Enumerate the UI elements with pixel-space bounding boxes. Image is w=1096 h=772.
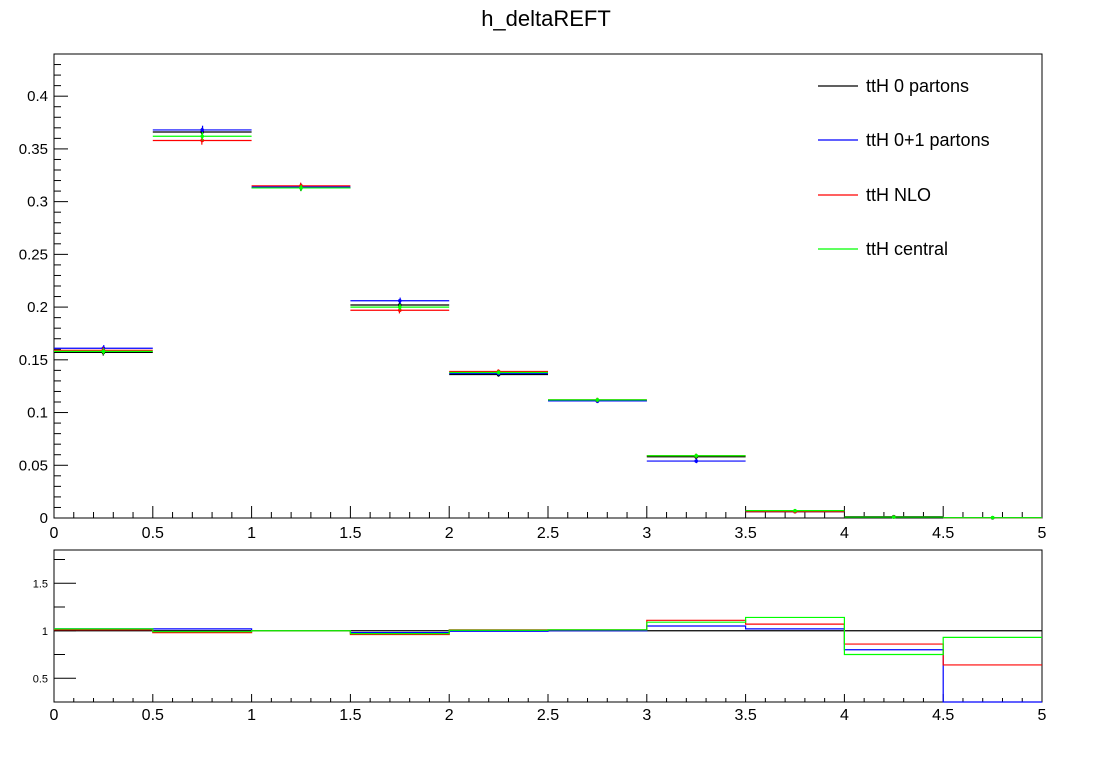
y-tick-label: 0	[40, 510, 48, 527]
data-point	[694, 453, 698, 458]
x-tick-label: 1	[247, 525, 256, 542]
data-point	[398, 308, 402, 313]
x-tick-label: 5	[1038, 707, 1047, 724]
legend-label: ttH 0 partons	[866, 76, 969, 96]
data-point	[694, 459, 698, 463]
data-point	[398, 305, 402, 309]
legend-label: ttH NLO	[866, 185, 931, 205]
x-tick-label: 3.5	[734, 525, 756, 542]
x-tick-label: 3	[642, 525, 651, 542]
x-tick-label: 2.5	[537, 525, 559, 542]
y-tick-label: 0.15	[19, 352, 48, 369]
x-tick-label: 0.5	[142, 707, 164, 724]
y-tick-label: 0.2	[27, 299, 48, 316]
ratio-plot-frame	[53, 549, 1043, 703]
data-point	[200, 128, 204, 132]
data-point	[990, 515, 995, 520]
y-tick-label: 0.05	[19, 457, 48, 474]
x-tick-label: 0.5	[142, 525, 164, 542]
x-tick-label: 1.5	[339, 525, 361, 542]
x-tick-label: 2	[445, 707, 454, 724]
data-point	[595, 398, 600, 402]
data-point	[892, 515, 896, 519]
x-tick-label: 2	[445, 525, 454, 542]
ratio-line-tth-nlo	[54, 619, 1042, 666]
x-tick-label: 4	[840, 707, 849, 724]
data-point	[398, 298, 402, 303]
main-plot-series	[54, 125, 1042, 520]
x-tick-label: 2.5	[537, 707, 559, 724]
legend-label: ttH central	[866, 239, 948, 259]
y-tick-label: 0.3	[27, 194, 48, 211]
x-tick-label: 1	[247, 707, 256, 724]
ratio-plot-series	[54, 616, 1042, 703]
x-tick-label: 1.5	[339, 707, 361, 724]
main-plot-border	[53, 53, 1043, 519]
y-tick-label: 0.5	[33, 673, 48, 685]
x-tick-label: 3.5	[734, 707, 756, 724]
y-tick-label: 0.35	[19, 141, 48, 158]
x-tick-label: 4.5	[932, 707, 954, 724]
x-tick-label: 0	[50, 707, 59, 724]
y-tick-label: 0.1	[27, 405, 48, 422]
x-tick-label: 3	[642, 707, 651, 724]
y-tick-label: 0.25	[19, 246, 48, 263]
main-plot-axes: 0 0.5 1 1.5 2 2.5 3 3.5 4 4.5 5 0 0.05 0.1 0.15 0.2 0.25…	[19, 53, 1047, 542]
data-point	[101, 349, 106, 354]
chart-title: h_deltaREFT	[481, 6, 611, 31]
series-tth-central	[54, 132, 1042, 520]
legend-label: ttH 0+1 partons	[866, 130, 990, 150]
ratio-line-tth-0-1-partons	[54, 625, 1042, 703]
x-tick-label: 0	[50, 525, 59, 542]
data-point	[793, 508, 797, 513]
y-tick-label: 0.4	[27, 88, 48, 105]
legend: ttH 0 partons ttH 0+1 partons ttH NLO ttH c…	[818, 76, 990, 259]
y-tick-label: 1.5	[33, 578, 48, 590]
data-point	[200, 134, 204, 139]
x-tick-label: 4.5	[932, 525, 954, 542]
data-point	[496, 370, 501, 375]
main-plot-frame	[53, 53, 1043, 519]
ratio-plot-border	[53, 549, 1043, 703]
x-tick-label: 5	[1038, 525, 1047, 542]
ratio-plot-axes: 0 0.5 1 1.5 2 2.5 3 3.5 4 4.5 5 0.5 1 1.5	[33, 559, 1047, 724]
x-tick-label: 4	[840, 525, 849, 542]
y-tick-label: 1	[42, 626, 48, 638]
ratio-line-tth-central	[54, 616, 1042, 656]
data-point	[299, 186, 303, 190]
